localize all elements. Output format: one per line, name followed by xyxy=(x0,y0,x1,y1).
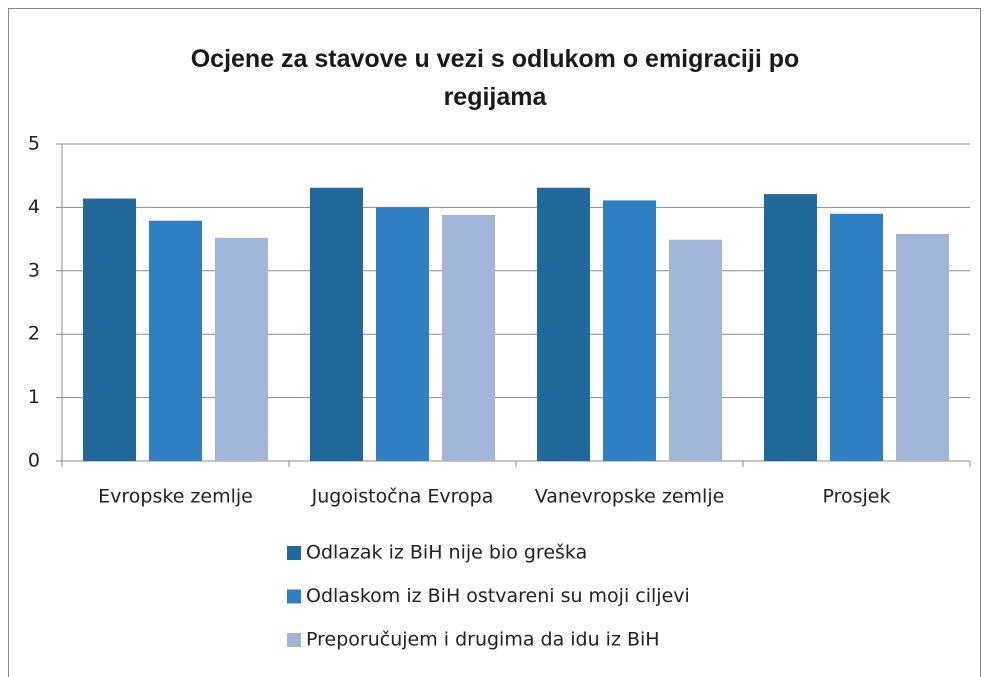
y-tick-label: 5 xyxy=(28,133,40,155)
bar xyxy=(149,220,202,461)
bar xyxy=(537,187,590,461)
bar xyxy=(896,234,949,461)
y-tick-label: 2 xyxy=(28,323,40,345)
chart-title: Ocjene za stavove u vezi s odlukom o emi… xyxy=(190,45,800,111)
bar xyxy=(669,239,722,461)
bar xyxy=(603,200,656,461)
bar xyxy=(830,213,883,461)
bar xyxy=(83,198,136,462)
legend-swatch xyxy=(287,589,301,604)
bar xyxy=(376,207,429,461)
legend-swatch xyxy=(287,546,301,560)
bar xyxy=(215,237,268,461)
legend-label: Odlaskom iz BiH ostvareni su moji ciljev… xyxy=(306,585,690,607)
x-tick-label: Jugoistočna Evropa xyxy=(311,486,494,508)
y-tick-label: 0 xyxy=(28,450,40,472)
chart-border xyxy=(8,8,981,677)
y-tick-label: 3 xyxy=(28,259,40,281)
bar xyxy=(764,194,817,461)
legend-label: Odlazak iz BiH nije bio greška xyxy=(306,542,587,564)
x-tick-label: Evropske zemlje xyxy=(98,486,253,508)
legend-label: Preporučujem i drugima da idu iz BiH xyxy=(306,629,660,651)
y-tick-label: 4 xyxy=(28,196,40,218)
x-tick-label: Vanevropske zemlje xyxy=(535,486,725,508)
x-tick-label: Prosjek xyxy=(822,486,890,508)
y-tick-label: 1 xyxy=(28,386,40,408)
bar xyxy=(442,215,495,461)
bar xyxy=(310,187,363,461)
legend-swatch xyxy=(287,633,301,647)
